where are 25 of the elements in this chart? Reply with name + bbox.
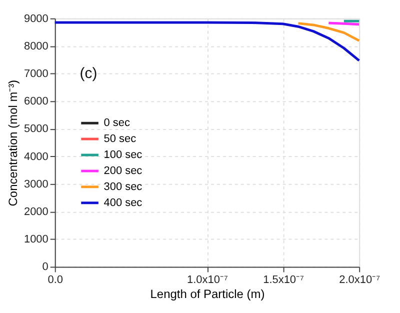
y-tick-label: 5000 xyxy=(24,123,48,136)
legend-label: 50 sec xyxy=(104,133,137,146)
y-tick-label: 4000 xyxy=(24,150,48,163)
y-tick-label: 1000 xyxy=(24,234,48,246)
y-tick-label: 7000 xyxy=(24,68,48,80)
x-tick-label: 1.0x10⁻⁷ xyxy=(187,274,228,286)
annotation: (c) xyxy=(80,65,98,82)
y-tick-label: 3000 xyxy=(24,178,48,190)
x-tick-label: 1.5x10⁻⁷ xyxy=(263,274,304,286)
x-tick-label: 0.0 xyxy=(48,274,63,286)
y-tick-label: 6000 xyxy=(24,96,48,108)
y-tick-label: 0 xyxy=(42,261,48,274)
legend-label: 400 sec xyxy=(104,196,143,209)
legend-label: 100 sec xyxy=(104,148,143,161)
x-tick-label: 2.0x10⁻⁷ xyxy=(339,274,380,286)
legend-label: 200 sec xyxy=(104,164,143,177)
legend-label: 300 sec xyxy=(104,180,143,193)
legend-label: 0 sec xyxy=(104,117,130,130)
line-series xyxy=(54,21,360,62)
y-tick-label: 8000 xyxy=(24,40,48,52)
y-tick-label: 9000 xyxy=(24,12,48,25)
x-axis-title: Length of Particle (m) xyxy=(150,287,265,302)
y-axis-title: Concentration (mol m⁻³) xyxy=(6,80,20,206)
line-series xyxy=(297,22,360,42)
y-tick-label: 2000 xyxy=(24,206,48,218)
